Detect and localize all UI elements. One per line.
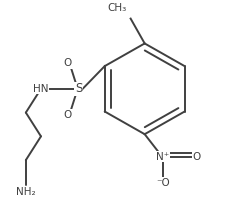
Text: NH₂: NH₂: [16, 187, 36, 197]
Text: CH₃: CH₃: [107, 3, 126, 13]
Text: S: S: [75, 82, 82, 95]
Text: HN: HN: [33, 84, 49, 94]
Text: O: O: [64, 58, 72, 68]
Text: N⁺: N⁺: [156, 152, 170, 162]
Text: ⁻O: ⁻O: [156, 178, 170, 188]
Text: O: O: [64, 110, 72, 120]
Text: O: O: [192, 152, 201, 162]
